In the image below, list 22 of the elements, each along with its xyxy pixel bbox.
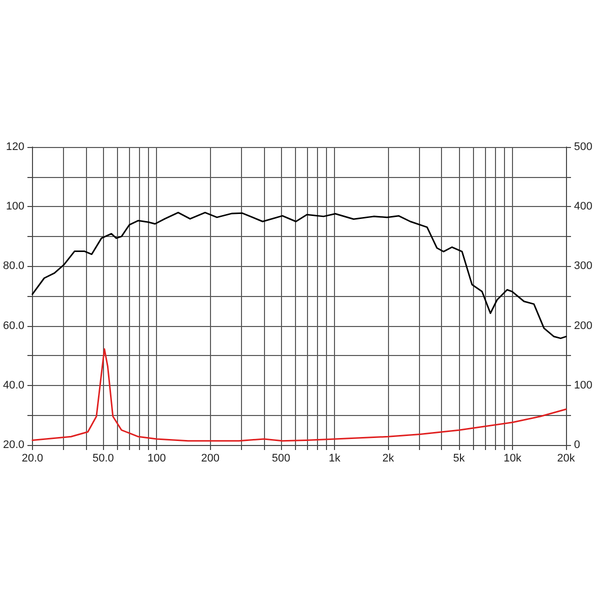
x-tick-label: 1k [328,452,341,464]
x-tick-label: 10k [504,452,522,464]
x-tick-label: 500 [272,452,290,464]
x-tick-label: 200 [201,452,220,464]
x-tick-label: 20.0 [22,452,44,464]
y2-tick-label: 0 [574,439,580,451]
x-tick-label: 100 [148,452,166,464]
y2-tick-label: 200 [574,320,592,332]
y-tick-label: 120 [6,141,24,153]
y-tick-label: 80.0 [2,260,24,272]
y2-tick-label: 300 [574,260,592,272]
y-tick-label: 40.0 [2,379,24,392]
y2-tick-label: 400 [574,200,592,213]
y-tick-label: 60.0 [2,320,24,332]
y-tick-label: 100 [6,200,24,213]
x-tick-label: 20k [557,452,576,464]
y2-tick-label: 500 [574,141,592,153]
y-tick-label: 20.0 [2,439,24,451]
x-tick-label: 50.0 [92,452,114,464]
x-tick-label: 2k [382,452,394,464]
y2-tick-label: 100 [574,379,592,392]
x-tick-label: 5k [453,452,466,464]
